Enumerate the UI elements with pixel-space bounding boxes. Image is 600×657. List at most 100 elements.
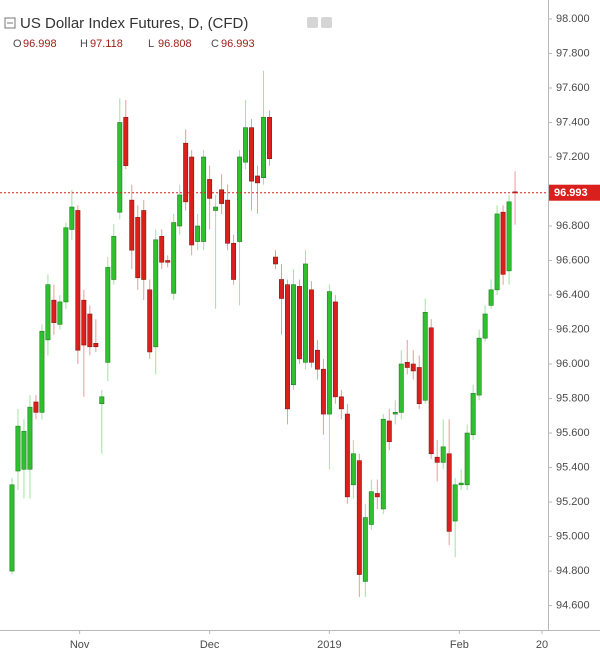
candle-body bbox=[398, 363, 404, 413]
candle-body bbox=[195, 225, 201, 242]
y-tick-label: 96.200 bbox=[556, 323, 590, 335]
candle-body bbox=[45, 284, 51, 341]
candle-body bbox=[99, 396, 105, 405]
candle-body bbox=[207, 179, 213, 199]
last-price-label: 96.993 bbox=[554, 187, 588, 199]
candle-body bbox=[428, 327, 434, 455]
candle-body bbox=[338, 396, 344, 410]
candle-body bbox=[135, 217, 141, 279]
candle-body bbox=[15, 425, 21, 472]
candle-body bbox=[273, 256, 278, 265]
candle-body bbox=[63, 227, 69, 303]
candle-body bbox=[219, 189, 225, 204]
candle-body bbox=[285, 284, 290, 410]
y-tick-label: 94.600 bbox=[556, 599, 590, 611]
candle-body bbox=[117, 122, 123, 213]
candle-body bbox=[81, 299, 87, 346]
candle-body bbox=[350, 453, 356, 486]
candle-body bbox=[69, 206, 75, 230]
candle-body bbox=[464, 432, 470, 486]
candle-body bbox=[171, 222, 177, 294]
candle-body bbox=[279, 279, 284, 299]
y-tick-label: 97.800 bbox=[556, 47, 590, 59]
ohlc-legend: O 96.998 H 97.118 L 96.808 C 96.993 bbox=[13, 38, 255, 50]
candle-body bbox=[488, 289, 494, 306]
y-tick-label: 97.200 bbox=[556, 151, 590, 163]
candle-body bbox=[201, 156, 207, 242]
visibility-icon[interactable] bbox=[307, 17, 318, 28]
settings-icon[interactable] bbox=[321, 17, 332, 28]
y-tick-label: 96.000 bbox=[556, 358, 590, 370]
candle-body bbox=[434, 456, 440, 463]
candle-body bbox=[308, 289, 314, 363]
candle-body bbox=[93, 343, 99, 348]
candle-body bbox=[302, 263, 308, 363]
candle-body bbox=[374, 493, 380, 498]
y-tick-label: 95.200 bbox=[556, 496, 590, 508]
chart-title: US Dollar Index Futures, D, (CFD) bbox=[20, 15, 248, 32]
candle-body bbox=[87, 313, 93, 348]
candle-body bbox=[392, 412, 398, 415]
candle-body bbox=[291, 284, 296, 386]
candle-body bbox=[177, 194, 183, 227]
candle-body bbox=[9, 484, 15, 572]
candle-body bbox=[147, 289, 153, 353]
collapse-icon[interactable] bbox=[4, 17, 16, 29]
candle-body bbox=[189, 156, 195, 246]
candle-body bbox=[404, 362, 410, 368]
candle-body bbox=[422, 311, 428, 401]
y-tick-label: 98.000 bbox=[556, 13, 590, 25]
candle-body bbox=[249, 127, 254, 182]
y-tick-label: 95.400 bbox=[556, 461, 590, 473]
candle-body bbox=[165, 260, 171, 263]
candle-body bbox=[255, 175, 260, 184]
candle-body bbox=[57, 301, 63, 325]
candle-body bbox=[231, 242, 237, 280]
candle-body bbox=[129, 199, 135, 251]
candle-body bbox=[440, 446, 446, 463]
candle-body bbox=[320, 368, 326, 415]
last-price-box bbox=[549, 184, 600, 201]
y-tick-label: 95.800 bbox=[556, 392, 590, 404]
candle-body bbox=[105, 267, 111, 363]
candle-body bbox=[326, 291, 332, 415]
legend-value: 96.998 bbox=[23, 38, 57, 50]
legend-value: 96.808 bbox=[158, 38, 192, 50]
x-tick-label: Dec bbox=[200, 639, 220, 651]
candle-body bbox=[153, 239, 159, 348]
x-tick-label: 20 bbox=[536, 639, 548, 651]
candle-body bbox=[296, 286, 302, 360]
candle-body bbox=[446, 453, 452, 532]
candle-body bbox=[267, 117, 272, 160]
y-tick-label: 95.000 bbox=[556, 530, 590, 542]
y-tick-label: 96.800 bbox=[556, 220, 590, 232]
y-tick-label: 97.600 bbox=[556, 82, 590, 94]
candle-body bbox=[500, 211, 506, 275]
candle-body bbox=[33, 401, 39, 413]
legend-key: C bbox=[211, 38, 219, 50]
legend-value: 96.993 bbox=[221, 38, 255, 50]
x-tick-label: Feb bbox=[450, 639, 469, 651]
legend-key: L bbox=[148, 38, 154, 50]
legend-value: 97.118 bbox=[90, 38, 123, 50]
candle-body bbox=[332, 301, 338, 398]
candle-body bbox=[362, 517, 368, 582]
y-tick-label: 94.800 bbox=[556, 565, 590, 577]
candle-body bbox=[356, 460, 362, 575]
candle-body bbox=[368, 491, 374, 525]
candle-body bbox=[452, 484, 458, 522]
y-tick-label: 97.400 bbox=[556, 116, 590, 128]
candle-body bbox=[21, 431, 27, 470]
candle-body bbox=[386, 420, 392, 442]
candle-body bbox=[314, 349, 320, 370]
candle-body bbox=[494, 213, 500, 291]
x-tick-label: Nov bbox=[70, 639, 90, 651]
candle-body bbox=[123, 117, 129, 166]
candle-body bbox=[39, 330, 45, 413]
y-tick-label: 95.600 bbox=[556, 427, 590, 439]
candle-body bbox=[476, 337, 482, 396]
candle-body bbox=[243, 127, 249, 163]
candle-body bbox=[470, 393, 476, 436]
candle-body bbox=[51, 299, 57, 323]
